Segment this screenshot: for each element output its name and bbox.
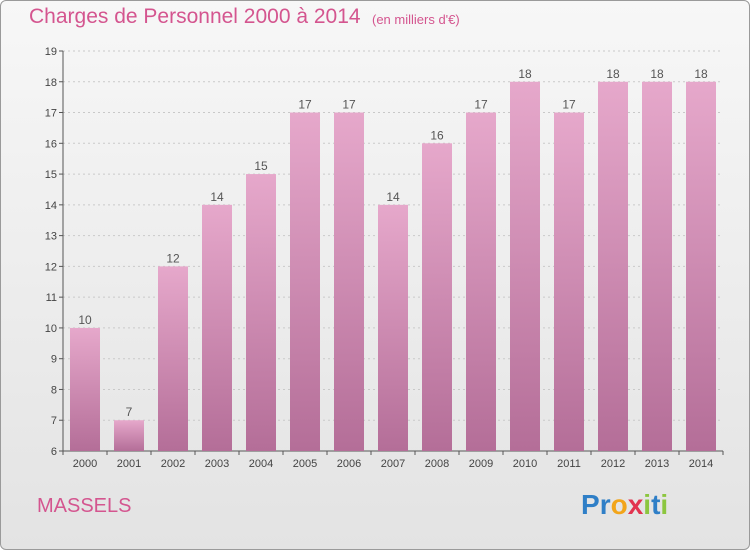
commune-name: MASSELS [37,495,132,517]
y-tick-label: 16 [45,138,57,150]
y-tick-label: 8 [51,384,57,396]
data-label: 17 [342,98,356,112]
bar [246,174,276,452]
bar [422,143,452,452]
y-tick-label: 10 [45,323,57,335]
data-label: 18 [518,67,532,81]
bar [554,112,584,452]
logo-letter: i [643,489,652,520]
bar [290,112,320,452]
bar [510,81,540,452]
chart-title: Charges de Personnel 2000 à 2014 [29,5,361,28]
bar [378,204,408,451]
x-tick-label: 2013 [645,458,669,470]
bar [158,266,188,451]
logo-letter: P [581,489,600,520]
logo-letter: o [610,489,628,520]
bar [642,81,672,452]
y-tick-label: 15 [45,169,57,181]
y-tick-label: 14 [45,200,57,212]
x-tick-label: 2003 [205,458,229,470]
x-tick-label: 2004 [249,458,273,470]
proxiti-logo[interactable]: Proxiti [581,489,668,521]
data-label: 18 [606,67,620,81]
data-label: 10 [78,313,92,327]
data-label: 16 [430,128,444,142]
data-label: 14 [210,190,224,204]
logo-letter: t [651,489,661,520]
logo-letter: i [660,489,669,520]
data-label: 17 [298,98,312,112]
bar [70,327,100,451]
x-tick-label: 2001 [117,458,141,470]
logo-letter: x [627,489,644,520]
data-label: 17 [474,98,488,112]
bar [114,420,144,451]
y-tick-label: 9 [51,354,57,366]
bar [466,112,496,452]
y-tick-label: 12 [45,261,57,273]
x-tick-label: 2007 [381,458,405,470]
y-tick-label: 11 [46,292,57,304]
chart-subtitle: (en milliers d'€) [372,12,460,27]
x-tick-label: 2012 [601,458,625,470]
bar [686,81,716,452]
bar [598,81,628,452]
x-tick-label: 2008 [425,458,449,470]
logo-letter: r [599,489,611,520]
bar [334,112,364,452]
x-tick-label: 2011 [557,458,581,470]
data-label: 18 [694,67,708,81]
x-tick-label: 2005 [293,458,317,470]
x-tick-label: 2014 [689,458,713,470]
y-tick-label: 13 [45,231,57,243]
y-tick-label: 18 [45,77,57,89]
data-label: 18 [650,67,664,81]
y-tick-label: 6 [51,446,57,458]
y-tick-label: 19 [45,46,57,58]
data-label: 14 [386,190,400,204]
data-label: 17 [562,98,576,112]
bar [202,204,232,451]
data-label: 15 [254,159,268,173]
x-tick-label: 2000 [73,458,97,470]
x-tick-label: 2009 [469,458,493,470]
data-label: 12 [166,251,180,265]
y-tick-label: 17 [45,108,57,120]
x-tick-label: 2010 [513,458,537,470]
y-tick-label: 7 [51,415,57,427]
data-label: 7 [126,405,133,419]
x-tick-label: 2006 [337,458,361,470]
x-tick-label: 2002 [161,458,185,470]
